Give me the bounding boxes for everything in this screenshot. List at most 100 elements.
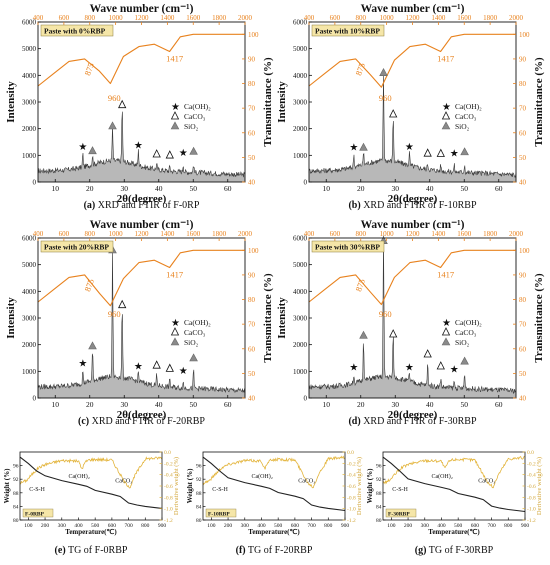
panel-caption: (a) XRD and FTIR of F-0RP — [84, 200, 200, 211]
ca-oh-2-marker: ★ — [78, 142, 87, 153]
y-tick-label: 1000 — [22, 152, 37, 160]
top-x-tick-label: 1200 — [406, 230, 421, 238]
y-axis-title: Weight (%) — [3, 468, 11, 503]
caco3-marker — [436, 361, 445, 370]
csh-annotation: C-S-H — [29, 487, 45, 493]
top-x-tick-label: 1400 — [431, 230, 446, 238]
x-tick-label: 300 — [421, 523, 430, 529]
top-axis-label: Wave number (cm⁻¹) — [90, 219, 194, 231]
paste-label-box — [311, 240, 385, 253]
y-tick-label: 0 — [33, 395, 37, 403]
right-y-tick-label: 40 — [519, 395, 527, 403]
right-y-tick-label: -1.0 — [347, 507, 356, 513]
y-tick-label: 96 — [13, 464, 19, 470]
x-tick-label: 700 — [487, 523, 496, 529]
caco3-annotation: CaCO₃ — [478, 479, 495, 485]
right-y-tick-label: 80 — [248, 296, 256, 304]
right-y-tick-label: 0.0 — [347, 450, 354, 456]
top-x-tick-label: 800 — [85, 14, 96, 22]
y-tick-label: 6000 — [22, 19, 37, 27]
top-x-tick-label: 1400 — [431, 14, 446, 22]
right-y-tick-label: 80 — [519, 296, 527, 304]
paste-label: Paste with 30%RBP — [315, 243, 380, 252]
right-y-tick-label: -0.4 — [527, 473, 536, 479]
top-x-tick-label: 1600 — [186, 14, 201, 22]
y-tick-label: 80 — [13, 518, 19, 524]
right-y-tick-label: 0.0 — [527, 450, 534, 456]
right-axis-title: Transmittance (%) — [262, 57, 274, 147]
panel-caption: (c) XRD and FTIR of F-20RBP — [78, 416, 205, 427]
top-axis-label: Wave number (cm⁻¹) — [90, 3, 194, 15]
top-x-tick-label: 1000 — [380, 14, 395, 22]
y-axis-title: Intensity — [5, 81, 17, 123]
x-tick-label: 30 — [121, 184, 129, 193]
sample-label: F-10RBP — [208, 512, 230, 518]
x-tick-label: 400 — [257, 523, 266, 529]
sio2-marker — [88, 341, 97, 350]
legend-label: SiO₂ — [455, 338, 470, 347]
xrd-fill — [309, 235, 516, 398]
x-axis-title: 2θ(degree) — [117, 193, 167, 205]
x-tick-label: 200 — [224, 523, 233, 529]
legend-filled-triangle-icon — [170, 121, 180, 130]
tg-curve — [19, 456, 163, 509]
x-tick-label: 700 — [124, 523, 133, 529]
y-tick-label: 2000 — [22, 341, 37, 349]
x-tick-label: 500 — [274, 523, 283, 529]
top-x-tick-label: 1800 — [483, 230, 498, 238]
panel-caption: (g) TG of F-30RBP — [415, 545, 494, 556]
top-x-tick-label: 600 — [330, 14, 341, 22]
ftir-peak-label: 960 — [108, 93, 121, 103]
ftir-peak-label: 875 — [353, 61, 367, 76]
right-y-tick-label: 60 — [519, 345, 527, 353]
legend-open-triangle-icon — [170, 111, 180, 120]
tg-curve — [202, 456, 346, 512]
sio2-marker — [189, 353, 198, 362]
x-tick-label: 40 — [426, 184, 434, 193]
y-tick-label: 4000 — [293, 288, 308, 296]
ftir-peak-label: 875 — [353, 277, 367, 292]
top-axis-label: Wave number (cm⁻¹) — [361, 3, 465, 15]
sample-label-box — [22, 508, 54, 518]
xrd-fill — [38, 249, 245, 398]
legend-filled-triangle-icon — [170, 337, 180, 346]
legend-label: Ca(OH)₂ — [455, 318, 482, 327]
x-tick-label: 20 — [357, 184, 365, 193]
legend-star-icon: ★ — [171, 318, 180, 329]
legend-star-icon: ★ — [442, 318, 451, 329]
y-tick-label: 92 — [13, 477, 19, 483]
sio2-marker — [189, 146, 198, 155]
xrd-pattern-line — [308, 74, 517, 179]
top-x-tick-label: 800 — [356, 230, 367, 238]
y-tick-label: 3000 — [293, 99, 308, 107]
y-tick-label: 0 — [304, 395, 308, 403]
y-tick-label: 0 — [304, 179, 308, 187]
x-tick-label: 60 — [224, 400, 232, 409]
y-tick-label: 88 — [13, 491, 19, 497]
legend-filled-triangle-icon — [441, 337, 451, 346]
sample-label: F-0RBP — [25, 512, 45, 518]
right-y-tick-label: -0.2 — [527, 461, 536, 467]
paste-label-box — [311, 24, 385, 37]
x-axis-title: Temperature(℃) — [248, 528, 300, 536]
x-tick-label: 20 — [86, 184, 94, 193]
y-tick-label: 84 — [376, 504, 382, 510]
x-tick-label: 30 — [392, 400, 400, 409]
y-tick-label: 2000 — [293, 125, 308, 133]
sio2-marker — [460, 147, 469, 156]
x-tick-label: 800 — [504, 523, 513, 529]
y-axis-title: Weight (%) — [186, 468, 194, 503]
x-axis-title: 2θ(degree) — [388, 409, 438, 421]
y-tick-label: 96 — [196, 464, 202, 470]
x-tick-label: 10 — [52, 400, 60, 409]
csh-annotation: C-S-H — [392, 487, 408, 493]
top-x-tick-label: 600 — [330, 230, 341, 238]
top-x-tick-label: 400 — [304, 14, 315, 22]
ca-oh-2-marker: ★ — [179, 148, 188, 159]
xrd-ftir-panel-2: Wave number (cm⁻¹) 875 960 1417 ★ ★ ★ 10 20 30 40 5… — [5, 219, 274, 427]
caco3-marker — [389, 329, 398, 338]
top-x-tick-label: 1800 — [212, 230, 227, 238]
right-y-tick-label: 80 — [519, 80, 527, 88]
y-tick-label: 1000 — [293, 368, 308, 376]
